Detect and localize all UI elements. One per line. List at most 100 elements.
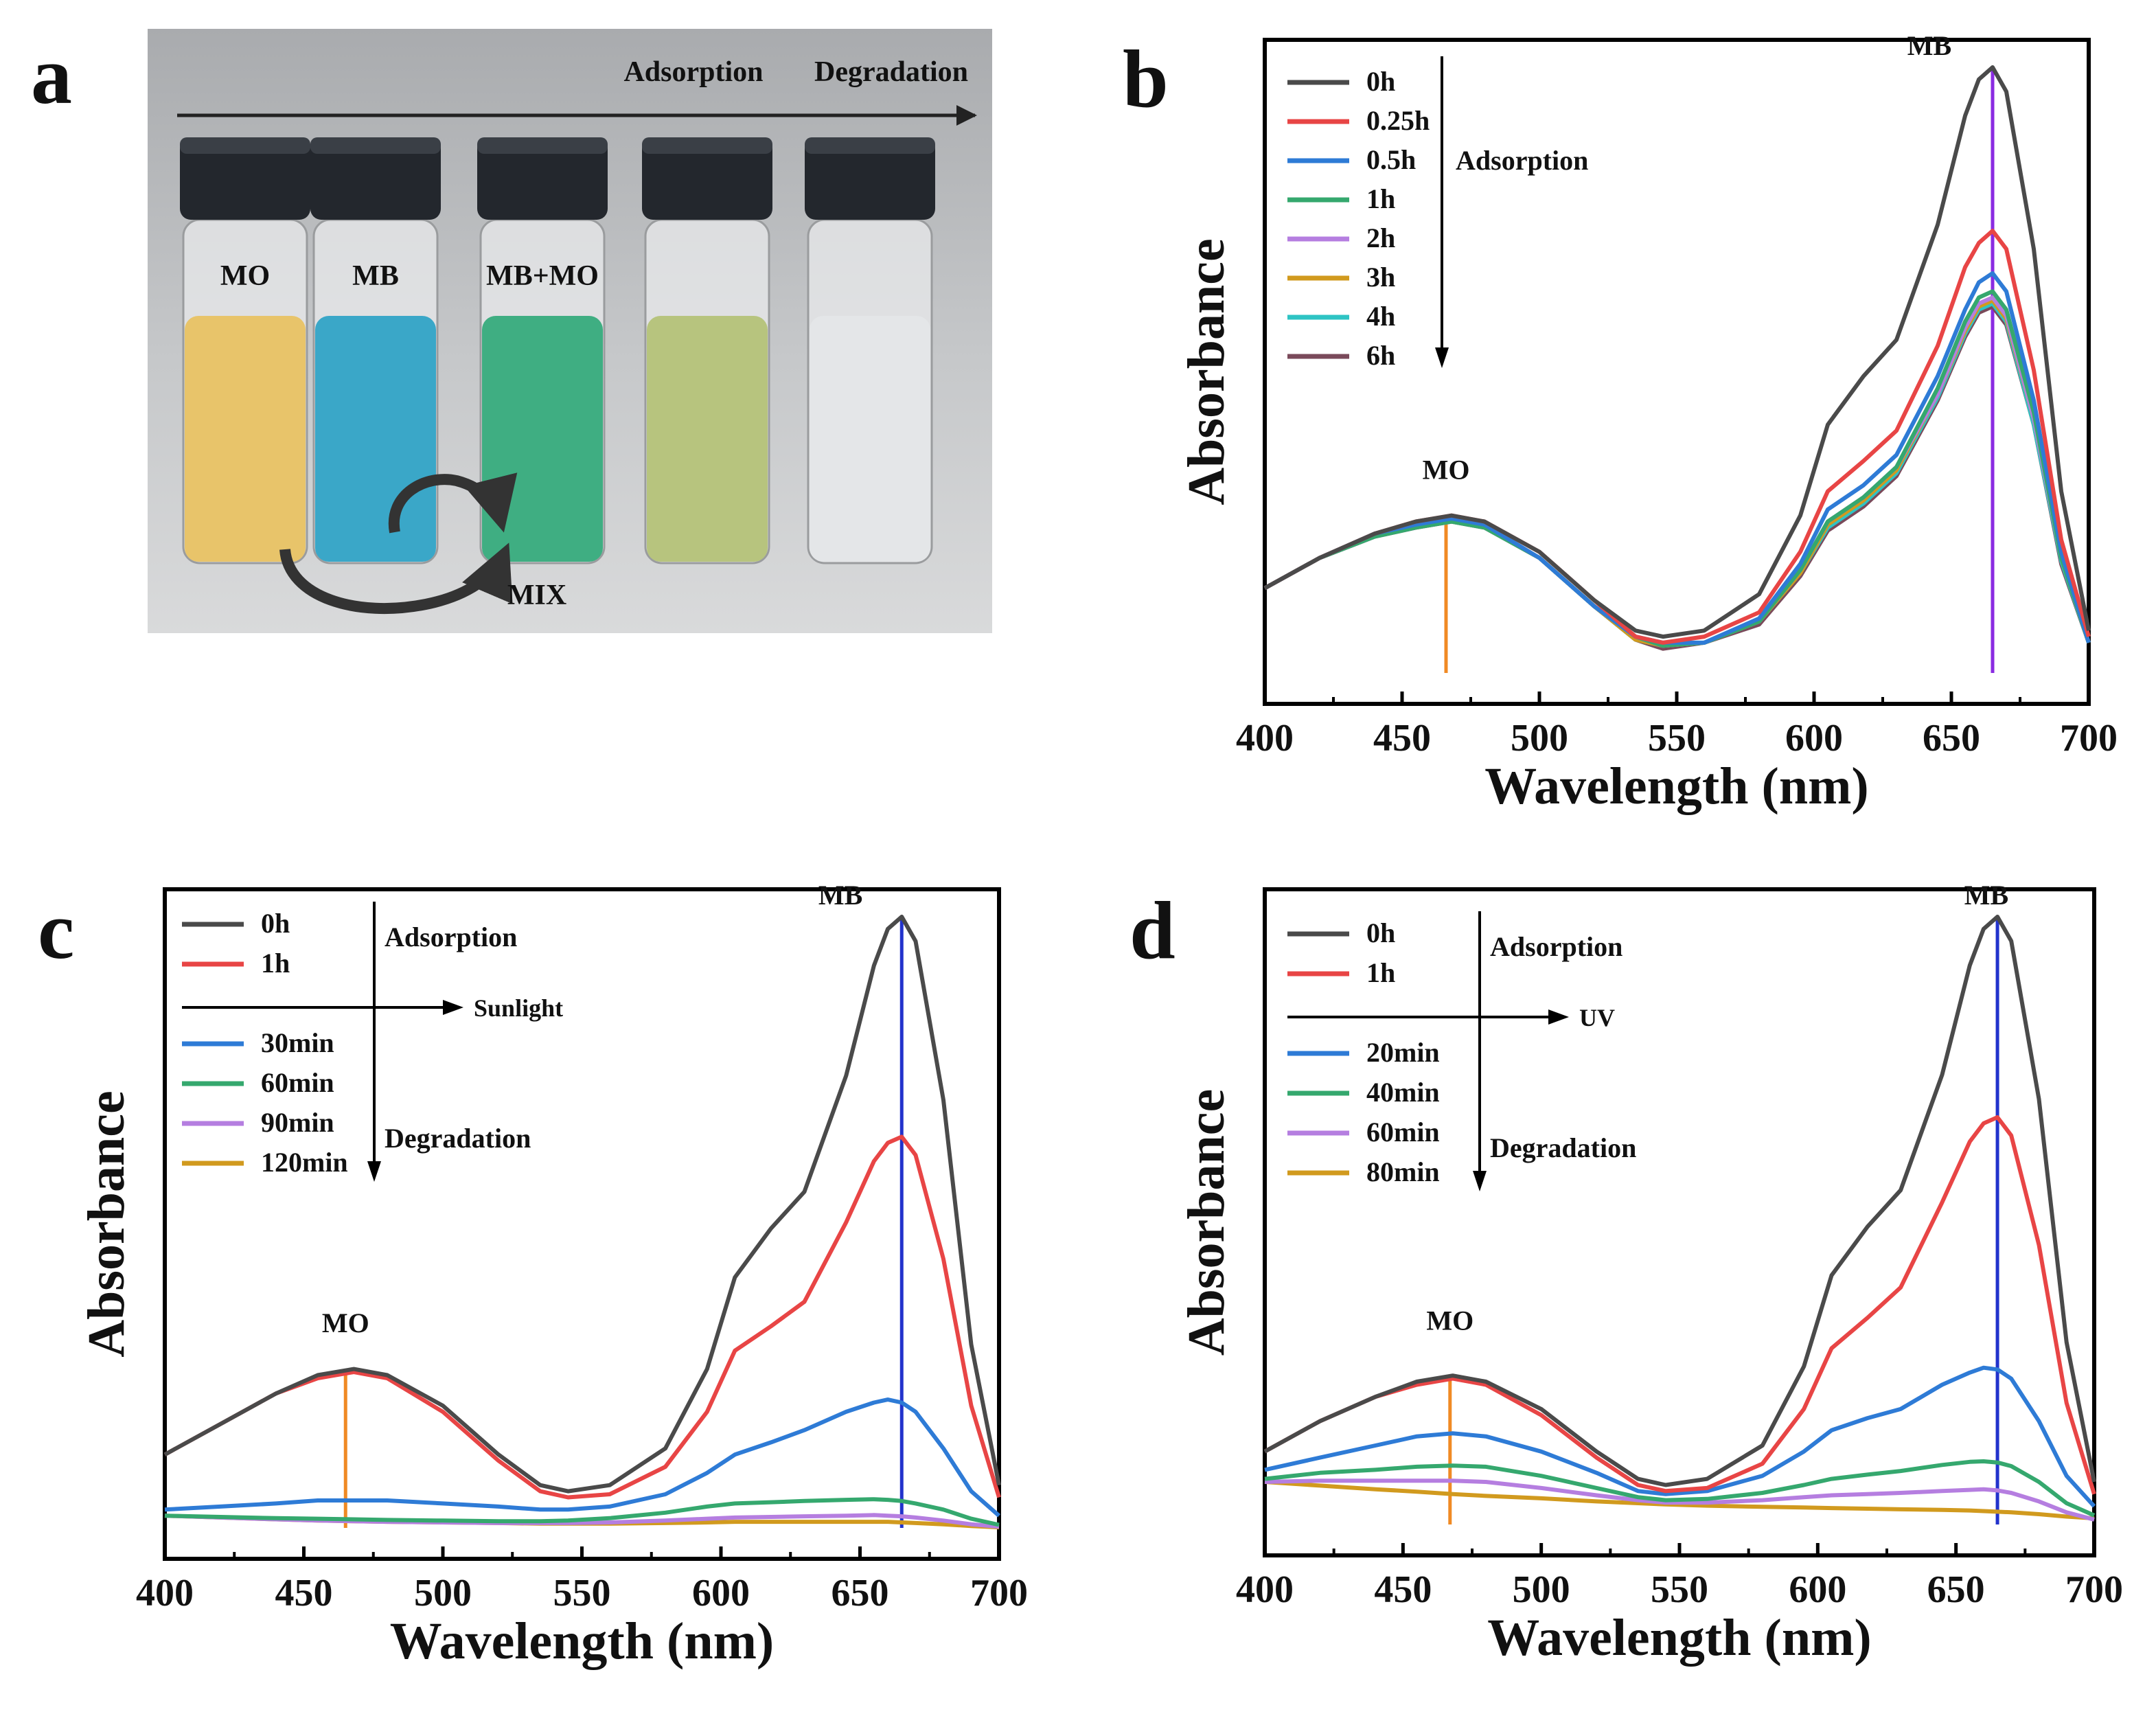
x-tick-label: 700 — [2065, 1568, 2123, 1611]
x-tick-label: 400 — [1236, 717, 1294, 759]
series-line-1h — [1263, 1115, 2096, 1495]
vial-cap-top — [180, 137, 310, 154]
panel-b-chart: b 400 450 500 550 600 650 700 Wavelength (nm) Abs… — [1123, 30, 2118, 815]
vial-liquid — [810, 316, 930, 562]
series-line-40min — [1264, 1459, 2096, 1518]
vial-liquid — [315, 316, 436, 562]
legend-label: 80min — [1366, 1156, 1440, 1187]
light-arrowhead — [1548, 1009, 1569, 1025]
peak-label-MO: MO — [322, 1307, 369, 1338]
y-axis-title: Absorbance — [78, 1090, 135, 1357]
legend-label: 3h — [1366, 262, 1395, 293]
label-degradation: Degradation — [814, 56, 968, 88]
mix-arrow-lower — [279, 542, 513, 614]
panel-d-chart: d 400 450 500 550 600 650 700 Wavelength (nm) Abs… — [1129, 880, 2123, 1667]
legend-label: 60min — [1366, 1117, 1440, 1147]
x-axis-title: Wavelength (nm) — [1487, 1609, 1871, 1667]
x-tick-label: 650 — [1927, 1568, 1985, 1611]
legend-label: 40min — [1366, 1077, 1440, 1108]
arrow-label-adsorption: Adsorption — [1456, 145, 1588, 176]
x-axis-title: Wavelength (nm) — [1484, 757, 1868, 815]
process-arrowhead — [1473, 1171, 1487, 1191]
series-line-80min — [1264, 1480, 2095, 1521]
vial-cap-top — [477, 137, 608, 154]
y-axis-title: Absorbance — [1178, 1089, 1235, 1356]
vial-cap — [642, 137, 772, 220]
legend-label: 1h — [1366, 957, 1395, 988]
series-line-60min — [164, 1497, 1000, 1527]
process-arrowhead — [367, 1161, 381, 1182]
vial: MB+MO — [477, 137, 608, 564]
vial-label: MO — [220, 260, 270, 292]
x-tick-label: 450 — [1374, 1568, 1432, 1611]
vial-cap — [310, 137, 441, 220]
x-axis-title: Wavelength (nm) — [390, 1612, 774, 1670]
arrow-label-adsorption: Adsorption — [385, 922, 517, 952]
vial: MO — [180, 137, 310, 564]
x-tick-label: 550 — [1651, 1568, 1708, 1611]
vial-liquid — [185, 316, 306, 562]
plot-frame — [1263, 887, 2096, 1557]
x-tick-label: 400 — [136, 1572, 194, 1614]
arrow-label-degradation: Degradation — [1490, 1132, 1636, 1163]
panel-c-chart: c 400 450 500 550 600 650 700 Wavelength (nm) Abs… — [38, 880, 1028, 1670]
legend-label: 0h — [1366, 917, 1395, 948]
legend-label: 30min — [261, 1027, 334, 1058]
panel-letter: b — [1123, 33, 1169, 124]
x-tick-label: 500 — [414, 1572, 472, 1614]
vial — [805, 137, 935, 564]
x-tick-label: 450 — [275, 1572, 333, 1614]
peak-label-MB: MB — [1907, 30, 1951, 61]
vial-cap — [180, 137, 310, 220]
series-line-0h — [1263, 65, 2091, 639]
legend-label: 120min — [261, 1147, 348, 1178]
x-tick-label: 650 — [1923, 717, 1980, 759]
legend-label: 0.25h — [1366, 105, 1430, 136]
process-arrowhead — [1435, 347, 1449, 368]
legend-label: 2h — [1366, 222, 1395, 253]
vial-label: MB — [352, 260, 399, 292]
vial: MB — [310, 137, 441, 564]
vial-cap-top — [805, 137, 935, 154]
legend-label: 60min — [261, 1067, 334, 1098]
series-line-1h — [1263, 289, 2091, 648]
light-arrowhead — [443, 1000, 463, 1015]
peak-label-MB: MB — [818, 880, 862, 911]
y-axis-title: Absorbance — [1178, 238, 1235, 505]
x-tick-label: 500 — [1511, 717, 1568, 759]
panel-letter: d — [1129, 884, 1176, 976]
legend: 0h 0.25h 0.5h 1h 2h 3h 4h 6h — [1287, 66, 1430, 371]
vial-liquid — [647, 316, 768, 562]
series-line-0h — [1263, 915, 2096, 1487]
x-tick-label: 450 — [1373, 717, 1431, 759]
legend: 0h 1h 20min 40min 60min 80min — [1287, 917, 1440, 1187]
label-mix: MIX — [507, 580, 566, 611]
arrow-label-light: UV — [1579, 1004, 1615, 1031]
series-line-0.5h — [1263, 271, 2091, 645]
x-tick-label: 400 — [1236, 1568, 1294, 1611]
legend-label: 0h — [1366, 66, 1395, 97]
panel-letter: c — [38, 884, 74, 976]
panel-letter-a: a — [31, 30, 72, 121]
peak-label-MO: MO — [1423, 454, 1470, 485]
arrow-label-light: Sunlight — [474, 994, 563, 1022]
arrow-label-degradation: Degradation — [385, 1123, 531, 1154]
x-tick-label: 550 — [553, 1572, 611, 1614]
vial-cap — [477, 137, 608, 220]
legend-label: 0.5h — [1366, 144, 1416, 175]
label-adsorption: Adsorption — [623, 56, 763, 88]
plot-frame — [1263, 38, 2091, 706]
legend-label: 1h — [261, 948, 290, 979]
mix-arrow-upper — [388, 472, 518, 534]
series-line-0h — [163, 915, 1001, 1494]
vial-liquid — [482, 316, 603, 562]
series-line-60min — [1264, 1478, 2095, 1522]
panel-a: a Adsorption Degradation MO MB MB+MO MIX — [31, 29, 992, 633]
x-tick-label: 650 — [832, 1572, 889, 1614]
vial-cap-top — [642, 137, 772, 154]
vial-cap — [805, 137, 935, 220]
arrow-label-adsorption: Adsorption — [1490, 931, 1622, 962]
series-line-0.25h — [1263, 229, 2091, 645]
legend: 0h 1h 30min 60min 90min 120min — [182, 908, 348, 1178]
x-tick-label: 500 — [1513, 1568, 1570, 1611]
